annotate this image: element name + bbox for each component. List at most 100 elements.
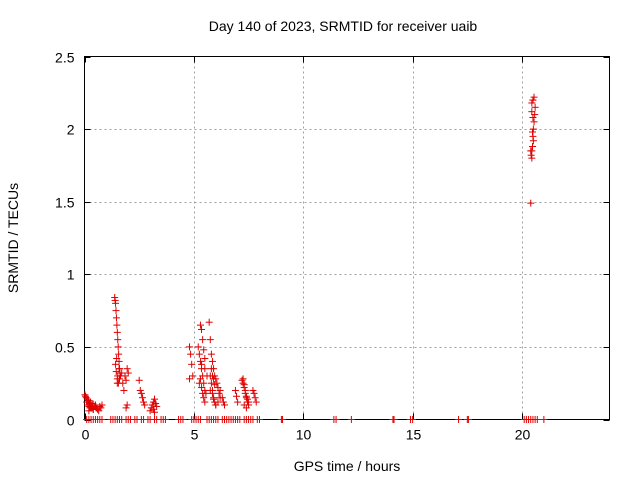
data-point <box>187 350 195 358</box>
data-point <box>332 416 340 423</box>
data-point <box>195 379 203 387</box>
data-point <box>208 372 216 380</box>
data-point <box>528 99 536 107</box>
data-point <box>98 401 106 409</box>
data-point <box>149 405 157 413</box>
data-point <box>114 336 122 344</box>
data-points <box>81 93 548 423</box>
data-point <box>153 402 161 410</box>
data-point <box>529 143 536 151</box>
data-point <box>122 404 130 412</box>
data-point <box>529 137 537 145</box>
data-point <box>256 416 263 423</box>
data-point <box>118 369 126 377</box>
data-point <box>123 365 131 373</box>
data-point <box>242 404 250 412</box>
data-point <box>527 199 535 207</box>
x-tick-label: 10 <box>296 427 312 443</box>
y-tick-label: 0.5 <box>55 340 75 356</box>
data-point <box>200 346 208 354</box>
data-point <box>215 389 223 397</box>
data-point <box>207 379 215 387</box>
data-point <box>250 389 258 397</box>
data-point <box>146 407 154 415</box>
data-point <box>198 325 206 333</box>
data-point <box>122 376 130 384</box>
data-point <box>210 395 218 403</box>
x-tick-label: 5 <box>191 427 199 443</box>
data-point <box>208 357 216 365</box>
data-point <box>529 113 537 121</box>
data-point <box>123 401 131 409</box>
data-point <box>231 386 239 394</box>
data-point <box>82 392 90 400</box>
tick-layer: 0 5 10 15 20 0 0.5 1 1.5 2 2.5 <box>55 50 610 443</box>
data-point <box>245 398 253 406</box>
data-point <box>464 416 472 423</box>
y-tick-label: 0 <box>67 413 75 429</box>
data-point <box>528 154 536 162</box>
data-point <box>194 343 202 351</box>
data-point <box>112 360 120 368</box>
data-point <box>199 389 207 397</box>
data-point <box>91 402 99 410</box>
y-tick-label: 2.5 <box>55 50 75 66</box>
data-point <box>140 398 148 406</box>
data-point <box>148 401 156 409</box>
data-point <box>529 128 536 136</box>
data-point <box>390 416 398 423</box>
data-point <box>198 384 206 392</box>
y-axis-label: SRMTID / TECUs <box>5 183 21 293</box>
data-point <box>241 386 249 394</box>
data-point <box>137 389 145 397</box>
data-point <box>179 416 187 423</box>
data-point <box>188 360 196 368</box>
data-point <box>189 372 197 380</box>
data-point <box>347 416 355 423</box>
data-point <box>81 391 89 399</box>
data-point <box>196 416 204 423</box>
data-point <box>112 299 120 307</box>
data-point <box>112 368 120 376</box>
data-point <box>529 125 537 133</box>
data-point <box>455 416 463 423</box>
y-tick-label: 1 <box>67 267 75 283</box>
data-point <box>98 416 106 423</box>
data-point <box>249 386 257 394</box>
data-point <box>530 93 538 101</box>
data-point <box>141 401 149 409</box>
data-point <box>527 147 535 155</box>
data-point <box>113 328 121 336</box>
data-point <box>151 408 158 416</box>
data-point <box>201 398 209 406</box>
data-point <box>206 336 214 344</box>
x-tick-label: 20 <box>515 427 531 443</box>
data-point <box>234 398 242 406</box>
data-point <box>115 365 123 373</box>
data-point <box>201 365 209 373</box>
data-point <box>233 392 241 400</box>
data-point <box>97 404 105 412</box>
data-point <box>530 118 538 126</box>
x-axis-label: GPS time / hours <box>294 458 401 474</box>
data-point <box>242 392 250 400</box>
x-tick-label: 15 <box>406 427 422 443</box>
data-point <box>221 401 228 409</box>
y-tick-label: 1.5 <box>55 195 75 211</box>
data-point <box>119 379 127 387</box>
data-point <box>540 416 548 423</box>
data-point <box>211 381 219 389</box>
data-point <box>112 307 120 315</box>
data-point <box>531 103 539 111</box>
data-point <box>533 416 541 423</box>
data-point <box>208 389 216 397</box>
data-point <box>196 375 204 383</box>
data-point <box>205 318 213 326</box>
data-point <box>201 355 209 363</box>
data-point <box>196 357 204 365</box>
data-point <box>278 416 286 423</box>
data-point <box>528 108 536 116</box>
data-point <box>116 375 123 383</box>
data-point <box>218 394 226 402</box>
